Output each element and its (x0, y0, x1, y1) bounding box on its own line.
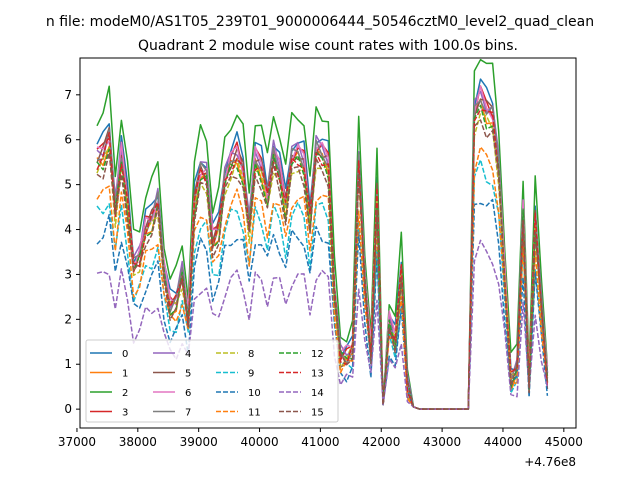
series-line-10 (96, 198, 549, 410)
legend-label-10: 10 (248, 388, 261, 399)
y-tick-label: 0 (64, 402, 72, 416)
x-tick-label: 43000 (423, 435, 461, 449)
series-line-15 (96, 119, 549, 410)
y-tick-label: 5 (64, 178, 72, 192)
x-tick-label: 40000 (240, 435, 278, 449)
legend-label-5: 5 (185, 369, 191, 380)
y-tick-label: 2 (64, 312, 72, 326)
x-tick-label: 37000 (58, 435, 96, 449)
plot-area (79, 57, 577, 429)
x-tick-label: 41000 (301, 435, 339, 449)
chart-title: Quadrant 2 module wise count rates with … (138, 38, 518, 54)
legend-label-1: 1 (122, 369, 128, 380)
legend-label-14: 14 (311, 388, 324, 399)
y-tick-label: 1 (64, 357, 72, 371)
legend-label-11: 11 (248, 408, 261, 419)
series-lines (96, 58, 549, 410)
axes-frame (79, 57, 577, 429)
legend-label-2: 2 (122, 388, 128, 399)
legend-label-4: 4 (185, 349, 191, 360)
y-tick-label: 7 (64, 88, 72, 102)
y-axis: 0 1 2 3 4 5 6 7 (64, 88, 80, 416)
y-tick-label: 3 (64, 267, 72, 281)
legend-label-9: 9 (248, 369, 254, 380)
legend-label-12: 12 (311, 349, 324, 360)
x-tick-label: 38000 (119, 435, 157, 449)
legend-label-3: 3 (122, 408, 128, 419)
series-line-14 (96, 239, 549, 410)
x-tick-label: 42000 (362, 435, 400, 449)
x-tick-label: 39000 (180, 435, 218, 449)
figure-suptitle: n file: modeM0/AS1T05_239T01_9000006444_… (46, 14, 594, 30)
y-tick-label: 6 (64, 133, 72, 147)
legend-label-7: 7 (185, 408, 191, 419)
legend-label-8: 8 (248, 349, 254, 360)
x-axis-offset-label: +4.76e8 (524, 455, 576, 469)
y-tick-label: 4 (64, 223, 72, 237)
x-tick-label: 45000 (545, 435, 583, 449)
legend-label-0: 0 (122, 349, 128, 360)
x-tick-label: 44000 (484, 435, 522, 449)
legend-label-15: 15 (311, 408, 324, 419)
legend-label-13: 13 (311, 369, 324, 380)
legend-box (85, 339, 339, 423)
legend-label-6: 6 (185, 388, 191, 399)
x-axis: 37000 38000 39000 40000 41000 42000 43000 44000… (58, 428, 583, 449)
